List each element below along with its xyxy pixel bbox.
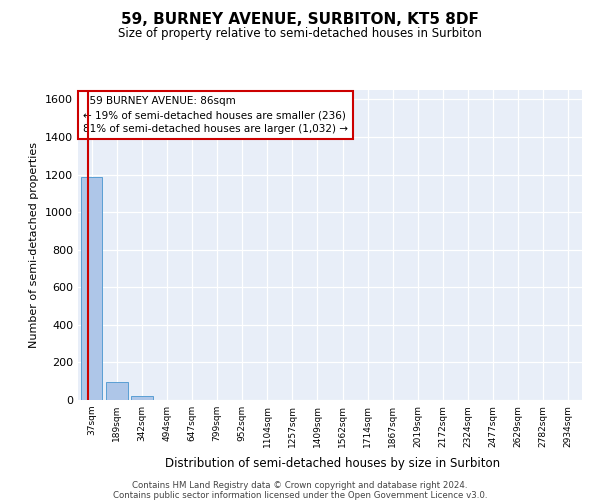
Bar <box>106 382 128 400</box>
Text: 59 BURNEY AVENUE: 86sqm
← 19% of semi-detached houses are smaller (236)
81% of s: 59 BURNEY AVENUE: 86sqm ← 19% of semi-de… <box>83 96 348 134</box>
Y-axis label: Number of semi-detached properties: Number of semi-detached properties <box>29 142 40 348</box>
Bar <box>81 178 103 400</box>
Text: Contains public sector information licensed under the Open Government Licence v3: Contains public sector information licen… <box>113 491 487 500</box>
Bar <box>131 396 152 400</box>
Text: 59, BURNEY AVENUE, SURBITON, KT5 8DF: 59, BURNEY AVENUE, SURBITON, KT5 8DF <box>121 12 479 28</box>
Text: Size of property relative to semi-detached houses in Surbiton: Size of property relative to semi-detach… <box>118 28 482 40</box>
Text: Contains HM Land Registry data © Crown copyright and database right 2024.: Contains HM Land Registry data © Crown c… <box>132 481 468 490</box>
Text: Distribution of semi-detached houses by size in Surbiton: Distribution of semi-detached houses by … <box>166 458 500 470</box>
